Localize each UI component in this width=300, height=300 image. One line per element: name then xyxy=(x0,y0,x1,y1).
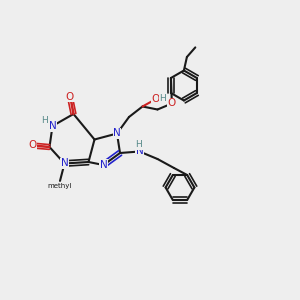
Text: N: N xyxy=(61,158,68,169)
Text: N: N xyxy=(49,121,56,131)
Text: H: H xyxy=(136,140,142,149)
Text: N: N xyxy=(100,160,107,170)
Text: H: H xyxy=(159,94,166,103)
Text: O: O xyxy=(168,98,176,109)
Text: methyl: methyl xyxy=(48,183,72,189)
Text: O: O xyxy=(66,92,74,102)
Text: N: N xyxy=(136,146,143,157)
Text: H: H xyxy=(42,116,48,125)
Text: O: O xyxy=(152,94,160,104)
Text: O: O xyxy=(28,140,36,151)
Text: N: N xyxy=(113,128,121,139)
